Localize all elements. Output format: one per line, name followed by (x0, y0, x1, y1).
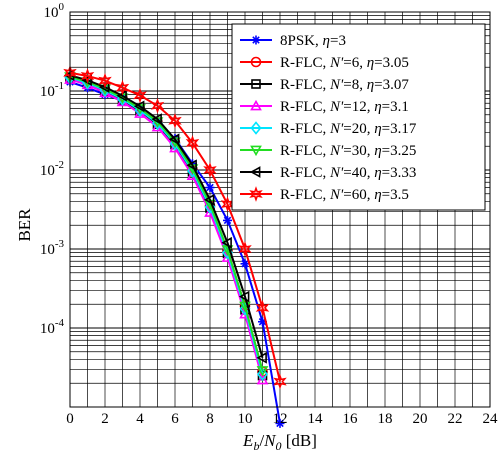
diamond-marker (256, 367, 269, 381)
hexagram-marker (98, 72, 112, 89)
legend-label: R-FLC, N'=60, η=3.5 (280, 187, 409, 203)
triangle-left-marker (238, 290, 250, 303)
y-tick-label: 10-1 (40, 80, 64, 100)
hexagram-marker (115, 79, 130, 96)
asterisk-marker (205, 183, 215, 193)
hexagram-marker (203, 162, 217, 178)
legend-label: R-FLC, N'=6, η=3.05 (280, 55, 409, 71)
legend: 8PSK, η=3 R-FLC, N'=6, η=3.05 R-FLC, N'=8,… (231, 23, 486, 211)
y-tick-label: 100 (44, 1, 65, 21)
asterisk-marker (223, 215, 232, 225)
series-7 (63, 69, 267, 364)
x-axis-title: Eb/N0 [dB] (242, 431, 317, 453)
legend-label: 8PSK, η=3 (280, 33, 346, 49)
series-line (69, 71, 281, 382)
x-tick-labels: 0 2 4 6 8 10 12 14 16 18 20 22 24 (66, 411, 498, 427)
x-tick-label: 16 (343, 411, 359, 427)
legend-entry: R-FLC, N'=20, η=3.17 (240, 121, 417, 137)
legend-entry: R-FLC, N'=40, η=3.33 (240, 165, 416, 181)
triangle-up-marker (250, 99, 262, 111)
triangle-left-marker (256, 351, 267, 364)
asterisk-marker (251, 35, 261, 45)
triangle-left-marker (186, 159, 197, 172)
plot-frame (69, 11, 491, 408)
x-tick-label: 20 (413, 411, 428, 427)
triangle-left-marker (221, 236, 232, 249)
x-tick-label: 2 (101, 411, 109, 427)
circle-marker (250, 56, 262, 68)
data-curves (63, 64, 287, 428)
triangle-down-marker (250, 145, 262, 157)
legend-label: R-FLC, N'=30, η=3.25 (280, 143, 416, 159)
y-axis-title: BER (15, 208, 34, 242)
triangle-left-marker (151, 113, 162, 126)
triangle-left-marker (249, 166, 261, 178)
x-tick-label: 14 (308, 411, 324, 427)
x-tick-label: 10 (238, 411, 253, 427)
diamond-marker (250, 121, 262, 135)
hexagram-marker (255, 300, 270, 316)
hexagram-marker (133, 87, 147, 104)
y-tick-label: 10-4 (40, 317, 65, 337)
hexagram-marker (185, 135, 200, 151)
y-tick-label: 10-3 (40, 238, 65, 258)
legend-entry: 8PSK, η=3 (240, 33, 346, 49)
triangle-left-marker (168, 133, 180, 146)
triangle-left-marker (133, 100, 145, 113)
hexagram-marker (168, 112, 182, 129)
asterisk-marker (275, 418, 285, 428)
triangle-down-marker (256, 366, 269, 377)
square-marker (251, 79, 261, 89)
hexagram-marker (150, 97, 165, 114)
legend-label: R-FLC, N'=20, η=3.17 (280, 121, 417, 137)
y-tick-labels: 10-4 10-3 10-2 10-1 100 (40, 1, 65, 337)
x-tick-label: 12 (273, 411, 288, 427)
x-tick-label: 6 (171, 411, 179, 427)
x-tick-label: 0 (66, 411, 74, 427)
legend-box (231, 23, 486, 211)
x-tick-label: 18 (378, 411, 393, 427)
hexagram-marker (249, 186, 263, 202)
hexagram-marker (238, 241, 252, 257)
legend-entry: R-FLC, N'=6, η=3.05 (240, 55, 409, 71)
asterisk-marker (240, 259, 250, 269)
x-tick-label: 8 (206, 411, 214, 427)
legend-label: R-FLC, N'=12, η=3.1 (280, 99, 409, 115)
legend-label: R-FLC, N'=8, η=3.07 (280, 77, 409, 93)
legend-entry: R-FLC, N'=12, η=3.1 (240, 99, 409, 115)
x-tick-label: 4 (136, 411, 144, 427)
legend-label: R-FLC, N'=40, η=3.33 (280, 165, 416, 181)
hexagram-marker (273, 373, 287, 390)
legend-entry: R-FLC, N'=8, η=3.07 (240, 77, 409, 93)
y-tick-label: 10-2 (40, 159, 64, 179)
x-tick-label: 24 (483, 411, 499, 427)
x-tick-label: 22 (448, 411, 463, 427)
legend-entry: R-FLC, N'=30, η=3.25 (240, 143, 416, 159)
triangle-left-marker (203, 193, 215, 206)
legend-entry: R-FLC, N'=60, η=3.5 (240, 186, 409, 203)
hexagram-marker (80, 68, 95, 84)
triangle-up-marker (256, 373, 269, 385)
